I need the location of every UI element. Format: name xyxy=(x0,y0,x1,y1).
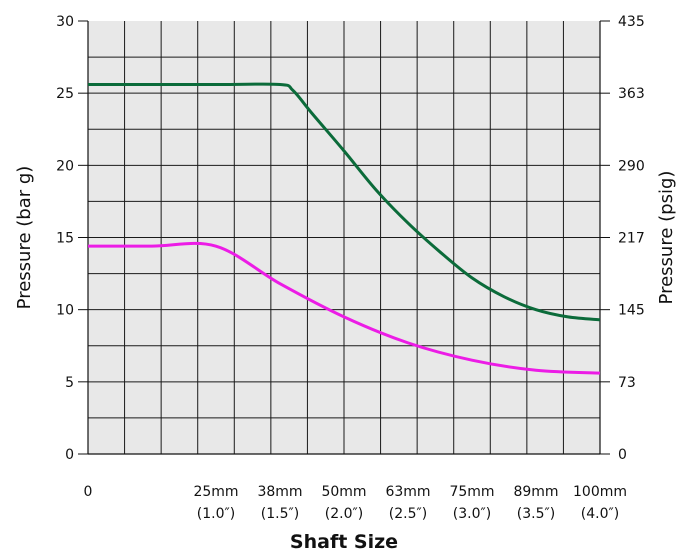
series-line-2 xyxy=(87,241,601,375)
x-tick-label: 89mm xyxy=(513,484,558,500)
y-tick-label-left: 0 xyxy=(65,447,74,463)
y-tick-label-right: 363 xyxy=(618,86,645,102)
x-tick-label: 38mm xyxy=(257,484,302,500)
x-tick-sublabel: (2.5″) xyxy=(389,506,427,522)
x-tick-label: 25mm xyxy=(193,484,238,500)
y-tick-label-left: 25 xyxy=(56,86,74,102)
x-tick-sublabel: (1.0″) xyxy=(197,506,235,522)
x-tick-sublabel: (1.5″) xyxy=(261,506,299,522)
y-axis-title-right: Pressure (psig) xyxy=(656,171,677,305)
x-tick-label: 0 xyxy=(84,484,93,500)
x-tick-sublabel: (3.5″) xyxy=(517,506,555,522)
x-tick-label: 75mm xyxy=(449,484,494,500)
y-tick-label-right: 73 xyxy=(618,375,636,391)
grid-lines xyxy=(88,21,600,454)
x-tick-label: 63mm xyxy=(385,484,430,500)
y-tick-label-right: 217 xyxy=(618,231,645,247)
x-tick-sublabel: (4.0″) xyxy=(581,506,619,522)
y-tick-label-left: 15 xyxy=(56,231,74,247)
tick-labels: 0 0 5 73 10 145 15 217 20 290 25 363 30 435 0 25mm (1.0″… xyxy=(56,14,645,522)
y-axis-title-left: Pressure (bar g) xyxy=(14,166,35,310)
x-tick-label: 100mm xyxy=(573,484,627,500)
y-tick-label-left: 30 xyxy=(56,14,74,30)
y-tick-label-right: 145 xyxy=(618,303,645,319)
x-axis-title: Shaft Size xyxy=(290,531,398,553)
series-line-1 xyxy=(87,82,601,322)
y-tick-label-left: 20 xyxy=(56,158,74,174)
x-tick-sublabel: (2.0″) xyxy=(325,506,363,522)
y-tick-label-left: 5 xyxy=(65,375,74,391)
y-tick-label-right: 0 xyxy=(618,447,627,463)
x-tick-label: 50mm xyxy=(321,484,366,500)
series-layer xyxy=(87,82,601,375)
y-tick-label-right: 290 xyxy=(618,158,645,174)
y-tick-label-left: 10 xyxy=(56,303,74,319)
y-tick-label-right: 435 xyxy=(618,14,645,30)
x-tick-sublabel: (3.0″) xyxy=(453,506,491,522)
